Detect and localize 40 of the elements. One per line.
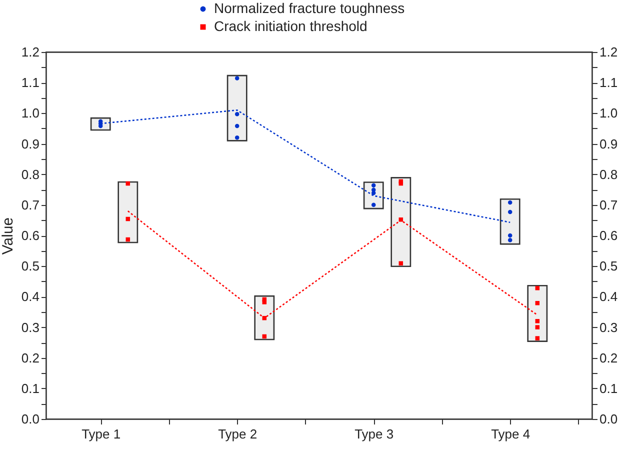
y2-tick-label: 0.7 (600, 197, 618, 212)
y-tick-label: 1.0 (21, 106, 40, 121)
y2-tick-label: 1.0 (600, 106, 618, 121)
y-tick-label: 0.1 (21, 380, 40, 396)
x-tick-label: Type 1 (82, 426, 121, 442)
y2-tick-label: 0.1 (600, 380, 618, 396)
bar (226, 74, 248, 142)
y-tick-label: 1.1 (21, 75, 40, 90)
y-tick-label: 0.3 (21, 320, 40, 335)
y-tick-label: 0.9 (21, 136, 40, 152)
bar (527, 285, 548, 342)
y-tick-label: 0.2 (21, 350, 40, 366)
y-tick-label: 0.6 (21, 228, 40, 243)
y2-tick-label: 0.4 (600, 289, 618, 304)
x-tick-label: Type 3 (354, 426, 394, 442)
bar (118, 181, 138, 244)
y2-tick-label: 0.3 (600, 320, 618, 335)
y2-tick-label: 1.1 (600, 75, 618, 90)
x-tick-label: Type 2 (218, 426, 258, 442)
y2-tick-label: 0.9 (600, 136, 618, 152)
y-tick-label: 0.0 (21, 412, 40, 426)
y-tick-label: 0.4 (21, 289, 40, 304)
y-tick-label: 0.5 (21, 258, 40, 274)
legend-label: Crack initiation threshold (214, 18, 368, 34)
y-axis-title: Value (0, 217, 16, 255)
legend-label: Normalized fracture toughness (214, 0, 405, 16)
bar (500, 198, 520, 245)
y2-tick-label: 0.8 (600, 166, 618, 182)
y-tick-label: 0.7 (21, 197, 40, 212)
y2-tick-label: 0.6 (600, 228, 618, 243)
line-series (127, 210, 538, 319)
bar (254, 295, 275, 340)
y2-tick-label: 1.2 (600, 44, 618, 60)
bar (390, 177, 412, 268)
y2-tick-label: 0.5 (600, 258, 618, 274)
y2-tick-label: 0.0 (600, 412, 618, 426)
y-tick-label: 1.2 (21, 44, 40, 60)
y2-tick-label: 0.2 (600, 350, 618, 366)
x-tick-label: Type 4 (491, 426, 530, 442)
y-tick-label: 0.8 (21, 166, 40, 182)
